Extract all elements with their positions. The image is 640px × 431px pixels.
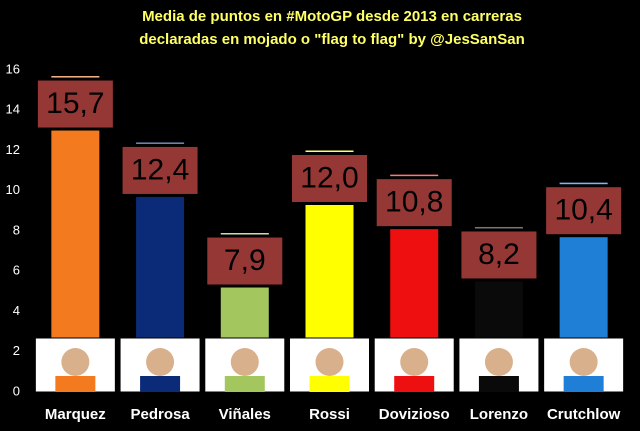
rider-photo-face <box>61 348 90 376</box>
value-label-box <box>543 184 625 238</box>
value-label-box <box>458 228 540 282</box>
rider-photo-suit <box>309 376 350 392</box>
rider-photo-face <box>230 348 259 376</box>
y-tick-label: 16 <box>6 61 20 76</box>
value-label-box <box>34 77 116 131</box>
rider-photo-face <box>400 348 429 376</box>
value-label: 15,7 <box>46 87 104 120</box>
rider-photo-suit <box>140 376 181 392</box>
y-tick-label: 12 <box>6 142 20 157</box>
value-label-box <box>119 143 201 197</box>
rider-photo-face <box>146 348 175 376</box>
rider-photo-suit <box>478 376 519 392</box>
value-label: 12,0 <box>300 161 358 194</box>
y-tick-label: 10 <box>6 182 20 197</box>
rider-photo-suit <box>55 376 96 392</box>
y-tick-label: 6 <box>13 263 20 278</box>
bar-highlight <box>220 233 269 237</box>
y-tick-label: 8 <box>13 222 20 237</box>
chart-title: Media de puntos en #MotoGP desde 2013 en… <box>142 8 522 25</box>
value-label: 8,2 <box>478 238 520 271</box>
value-label: 10,4 <box>554 194 612 227</box>
y-tick-label: 4 <box>13 303 20 318</box>
value-label: 10,8 <box>385 186 443 219</box>
value-label-box <box>204 234 286 288</box>
y-tick-label: 0 <box>13 383 20 398</box>
rider-photo-suit <box>394 376 435 392</box>
y-tick-label: 14 <box>6 102 20 117</box>
rider-photo-suit <box>224 376 265 392</box>
value-label-box <box>373 176 455 230</box>
rider-photo-face <box>315 348 344 376</box>
value-label-box <box>289 152 370 205</box>
x-tick-label: Pedrosa <box>130 406 190 423</box>
x-tick-label: Rossi <box>309 406 350 423</box>
rider-photo-face <box>569 348 598 376</box>
y-tick-label: 2 <box>13 343 20 358</box>
x-tick-label: Marquez <box>45 406 106 423</box>
rider-photo-suit <box>563 376 604 392</box>
rider-photo-face <box>484 348 513 376</box>
value-label: 7,9 <box>224 244 266 277</box>
chart-title: declaradas en mojado o "flag to flag" by… <box>139 31 525 48</box>
x-tick-label: Viñales <box>219 406 271 423</box>
x-tick-label: Crutchlow <box>547 406 621 423</box>
value-label: 12,4 <box>131 153 189 186</box>
x-tick-label: Dovizioso <box>379 406 450 423</box>
x-tick-label: Lorenzo <box>470 406 528 423</box>
